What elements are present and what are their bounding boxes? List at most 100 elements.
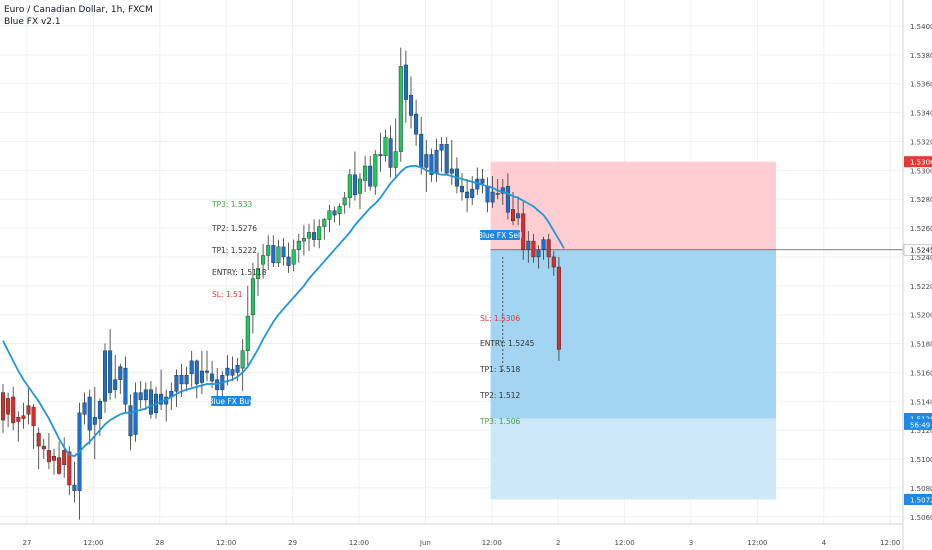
price-tag <box>904 412 932 424</box>
candle-body <box>388 138 393 168</box>
candle-body <box>143 389 148 401</box>
candle-body <box>67 451 72 486</box>
candle-body <box>240 350 245 369</box>
time-tick-label: Jun <box>419 539 431 547</box>
symbol-title[interactable]: Euro / Canadian Dollar, 1h, FXCM <box>4 5 153 15</box>
price-tick-label: 1.51600 <box>910 369 932 377</box>
time-tick-label: 2 <box>556 539 560 547</box>
price-tick-label: 1.52400 <box>910 254 932 262</box>
candle-body <box>317 226 322 240</box>
candle-body <box>11 396 16 424</box>
candle-body <box>409 95 414 116</box>
candles <box>1 47 561 520</box>
candle-body <box>87 396 92 431</box>
candle-body <box>439 144 444 151</box>
candle-body <box>199 370 204 383</box>
sell-level-label: TP1: 1.518 <box>479 365 520 374</box>
candle-body <box>490 191 495 203</box>
position-tool[interactable] <box>490 161 903 500</box>
candle-body <box>108 350 113 393</box>
price-tick-label: 1.50800 <box>910 485 932 493</box>
candle-body <box>148 389 153 415</box>
candle-body <box>424 154 429 168</box>
candle-body <box>276 246 281 263</box>
candle-body <box>526 240 531 250</box>
candle-body <box>378 154 383 157</box>
candle-body <box>342 197 347 206</box>
buy-level-label: TP2: 1.5276 <box>211 224 257 233</box>
price-tag <box>904 493 932 505</box>
candle-body <box>113 379 118 390</box>
candle-body <box>271 245 276 263</box>
candle-body <box>414 113 419 135</box>
time-tick-label: 4 <box>822 539 827 547</box>
candle-body <box>250 278 255 315</box>
candle-body <box>322 219 327 227</box>
price-tag-label: 1.50720 <box>910 496 932 504</box>
candle-body <box>312 232 317 240</box>
candle-body <box>225 367 230 376</box>
time-tick-label: 27 <box>23 539 32 547</box>
sell-level-label: SL: 1.5306 <box>480 314 520 323</box>
candle-body <box>21 415 26 419</box>
candle-body <box>245 315 250 351</box>
candle-body <box>449 168 454 174</box>
moving-average <box>2 165 565 458</box>
candle-body <box>235 365 240 373</box>
candle-body <box>358 178 363 194</box>
signal-labels: TP3: 1.533 TP2: 1.5276 TP1: 1.5222 ENTRY: 1… <box>208 200 534 426</box>
candle-body <box>531 240 536 258</box>
candle-body <box>373 154 378 187</box>
sell-signal-box <box>480 230 520 240</box>
candle-body <box>556 266 561 350</box>
candle-body <box>383 136 388 157</box>
candle-body <box>485 186 490 203</box>
price-tick-label: 1.51800 <box>910 341 932 349</box>
candle-body <box>347 174 352 198</box>
price-tag <box>904 418 932 430</box>
time-tick-label: 12:00 <box>216 539 236 547</box>
price-tick-label: 1.51000 <box>910 456 932 464</box>
time-tick-label: 12:00 <box>747 539 767 547</box>
price-tag <box>904 156 932 168</box>
candle-body <box>546 239 551 258</box>
indicator-title[interactable]: Blue FX v2.1 <box>4 17 61 27</box>
candle-body <box>291 249 296 265</box>
candle-body <box>296 240 301 250</box>
candle-body <box>46 450 51 463</box>
sell-level-label: TP3: 1.506 <box>479 417 520 426</box>
candle-body <box>403 64 408 100</box>
candle-body <box>541 239 546 250</box>
buy-level-label: TP3: 1.533 <box>211 200 252 209</box>
candle-body <box>470 188 475 198</box>
buy-level-label: SL: 1.51 <box>212 290 243 299</box>
candle-body <box>194 360 199 385</box>
time-tick-label: 3 <box>689 539 693 547</box>
take-profit-zone-extended <box>490 418 776 500</box>
buy-level-label: ENTRY: 1.5118 <box>212 268 267 277</box>
candle-body <box>1 392 5 421</box>
price-tick-label: 1.52200 <box>910 283 932 291</box>
time-tick-label: 12:00 <box>83 539 103 547</box>
candle-body <box>138 392 143 401</box>
candle-body <box>210 373 215 382</box>
candle-body <box>261 255 266 265</box>
candle-body <box>123 367 128 405</box>
candle-body <box>179 375 184 385</box>
candle-body <box>393 151 398 168</box>
candle-body <box>92 416 97 425</box>
price-tick-label: 1.52600 <box>910 225 932 233</box>
candle-body <box>307 232 312 239</box>
price-tag <box>903 243 932 256</box>
buy-level-label: TP1: 1.5222 <box>211 246 257 255</box>
candle-body <box>41 445 46 450</box>
take-profit-zone <box>490 249 776 419</box>
candle-body <box>363 165 368 181</box>
candle-body <box>551 256 556 268</box>
candle-body <box>52 455 57 461</box>
sell-signal-label: Blue FX Sell <box>478 231 522 240</box>
time-tick-label: 12:00 <box>349 539 369 547</box>
candle-body <box>352 174 357 196</box>
